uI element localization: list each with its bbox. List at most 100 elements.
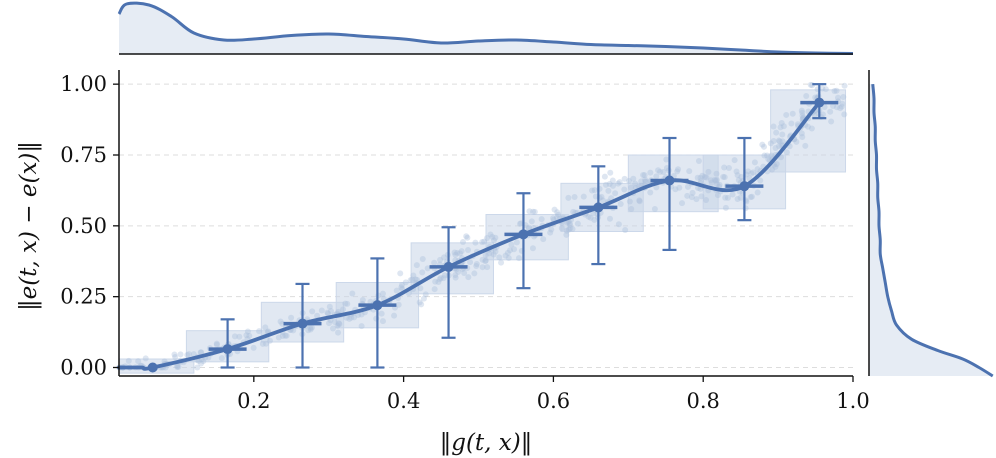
mean-point — [739, 181, 750, 192]
scatter-point — [837, 105, 844, 112]
scatter-point — [496, 254, 503, 261]
scatter-point — [672, 186, 679, 193]
scatter-point — [707, 177, 714, 184]
scatter-point — [694, 174, 701, 181]
scatter-point — [246, 332, 253, 339]
scatter-point — [262, 324, 269, 331]
scatter-point — [472, 239, 479, 246]
scatter-point — [660, 169, 667, 176]
scatter-point — [473, 263, 480, 270]
scatter-point — [498, 259, 505, 266]
scatter-point — [699, 172, 706, 179]
scatter-point — [198, 349, 205, 356]
scatter-point — [288, 314, 295, 321]
scatter-point — [587, 214, 594, 221]
scatter-point — [693, 196, 700, 203]
scatter-point — [606, 180, 613, 187]
scatter-point — [834, 94, 841, 101]
scatter-point — [621, 175, 628, 182]
scatter-point — [722, 194, 729, 201]
scatter-point — [458, 248, 465, 255]
mean-point — [664, 175, 675, 186]
scatter-point — [391, 312, 398, 319]
scatter-point — [334, 322, 341, 329]
scatter-point — [492, 234, 499, 241]
scatter-point — [585, 213, 592, 220]
scatter-point — [256, 328, 263, 335]
scatter-point — [676, 184, 683, 191]
scatter-point — [528, 218, 535, 225]
scatter-point — [833, 104, 840, 111]
scatter-point — [567, 222, 574, 229]
scatter-point — [558, 225, 565, 232]
scatter-point — [621, 186, 628, 193]
mean-point — [518, 229, 529, 240]
scatter-point — [768, 152, 775, 159]
scatter-point — [479, 264, 486, 271]
scatter-point — [455, 268, 462, 275]
scatter-point — [674, 168, 681, 175]
scatter-point — [479, 239, 486, 246]
scatter-point — [407, 277, 414, 284]
scatter-point — [482, 257, 489, 264]
scatter-point — [703, 174, 710, 181]
scatter-point — [722, 204, 729, 211]
scatter-point — [735, 176, 742, 183]
scatter-point — [482, 252, 489, 259]
scatter-point — [329, 325, 336, 332]
scatter-point — [569, 226, 576, 233]
scatter-point — [213, 341, 220, 348]
scatter-point — [194, 364, 201, 371]
scatter-point — [626, 198, 633, 205]
scatter-point — [395, 301, 402, 308]
scatter-point — [551, 206, 558, 213]
scatter-point — [419, 269, 426, 276]
main-plot-area: 0.2 0.4 0.6 0.8 1.0 0.00 0.25 0.50 0.75 1.00 — [60, 70, 870, 413]
scatter-point — [657, 168, 664, 175]
scatter-point — [473, 261, 480, 268]
scatter-point — [175, 363, 182, 370]
y-ticks: 0.00 0.25 0.50 0.75 1.00 — [60, 72, 119, 380]
scatter-point — [695, 157, 702, 164]
scatter-point — [177, 351, 184, 358]
scatter-point — [750, 169, 757, 176]
scatter-point — [566, 220, 573, 227]
y-tick-label: 0.50 — [60, 214, 107, 238]
scatter-point — [327, 308, 334, 315]
scatter-point — [764, 152, 771, 159]
scatter-point — [713, 170, 720, 177]
scatter-point — [436, 276, 443, 283]
scatter-point — [540, 236, 547, 243]
scatter-point — [431, 259, 438, 266]
scatter-point — [467, 259, 474, 266]
scatter-point — [831, 87, 838, 94]
scatter-point — [529, 245, 536, 252]
scatter-point — [490, 237, 497, 244]
x-axis-label: ‖g(t, x)‖ — [440, 430, 533, 456]
scatter-point — [174, 362, 181, 369]
scatter-point — [314, 312, 321, 319]
scatter-point — [435, 278, 442, 285]
scatter-point — [250, 344, 257, 351]
scatter-point — [808, 125, 815, 132]
scatter-point — [734, 172, 741, 179]
scatter-point — [135, 358, 142, 365]
scatter-point — [798, 130, 805, 137]
scatter-point — [599, 197, 606, 204]
scatter-point — [358, 311, 365, 318]
scatter-point — [440, 275, 447, 282]
scatter-point — [456, 250, 463, 257]
scatter-point — [418, 301, 425, 308]
scatter-point — [725, 164, 732, 171]
scatter-point — [487, 231, 494, 238]
scatter-point — [200, 358, 207, 365]
scatter-point — [525, 224, 532, 231]
scatter-point — [636, 197, 643, 204]
scatter-point — [819, 85, 826, 92]
scatter-point — [516, 220, 523, 227]
scatter-point — [308, 324, 315, 331]
scatter-point — [713, 176, 720, 183]
scatter-point — [355, 311, 362, 318]
scatter-point — [653, 173, 660, 180]
